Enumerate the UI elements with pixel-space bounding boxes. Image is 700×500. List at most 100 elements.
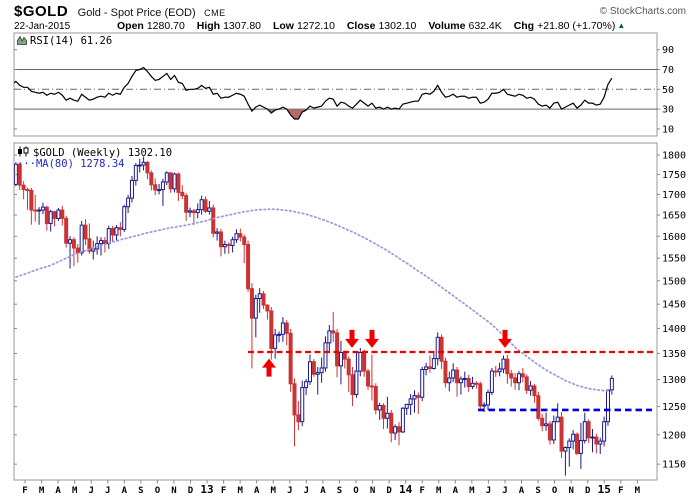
annotation-arrows bbox=[262, 329, 512, 377]
arrow-down-icon bbox=[365, 329, 379, 348]
chg-value: +21.80 (+1.70%) bbox=[537, 20, 616, 32]
svg-text:1650: 1650 bbox=[662, 211, 686, 222]
arrow-down-icon bbox=[498, 329, 512, 348]
svg-text:S: S bbox=[535, 486, 540, 496]
svg-text:O: O bbox=[353, 486, 359, 496]
rsi-panel bbox=[13, 32, 658, 137]
svg-text:1450: 1450 bbox=[662, 300, 686, 311]
svg-text:F: F bbox=[618, 486, 623, 496]
close-value: 1302.10 bbox=[378, 20, 417, 32]
rsi-legend: RSI(14) 61.26 bbox=[17, 35, 112, 48]
chg-label: Chg bbox=[513, 20, 535, 32]
price-y-axis: 1800 1750 1700 1650 1600 1550 1500 1450 1400 1350… bbox=[14, 151, 686, 471]
svg-text:N: N bbox=[370, 486, 375, 496]
candles-layer bbox=[14, 156, 614, 476]
svg-text:A: A bbox=[453, 486, 459, 496]
svg-text:F: F bbox=[221, 486, 226, 496]
arrow-up-icon bbox=[262, 358, 276, 377]
svg-text:D: D bbox=[188, 486, 194, 496]
svg-text:1350: 1350 bbox=[662, 349, 686, 360]
svg-text:50: 50 bbox=[662, 85, 674, 96]
volume-label: Volume bbox=[428, 20, 466, 32]
svg-text:1550: 1550 bbox=[662, 254, 686, 265]
high-value: 1307.80 bbox=[223, 20, 262, 32]
quote-date: 22-Jan-2015 bbox=[14, 21, 71, 32]
instrument-title: Gold - Spot Price (EOD) bbox=[77, 7, 196, 19]
svg-text:A: A bbox=[254, 486, 260, 496]
svg-text:A: A bbox=[122, 486, 128, 496]
svg-text:M: M bbox=[39, 486, 45, 496]
svg-text:O: O bbox=[155, 486, 161, 496]
svg-text:1600: 1600 bbox=[662, 232, 686, 243]
svg-text:D: D bbox=[386, 486, 392, 496]
rsi-area-icon bbox=[17, 35, 27, 48]
svg-text:F: F bbox=[22, 486, 27, 496]
svg-text:M: M bbox=[436, 486, 442, 496]
rsi-legend-label: RSI(14) 61.26 bbox=[30, 35, 113, 47]
svg-text:10: 10 bbox=[662, 124, 674, 135]
svg-text:30: 30 bbox=[662, 105, 674, 116]
price-legend: $GOLD (Weekly) 1302.10 bbox=[17, 146, 172, 160]
low-label: Low bbox=[272, 20, 294, 32]
low-value: 1272.10 bbox=[296, 20, 335, 32]
open-value: 1280.70 bbox=[146, 20, 185, 32]
svg-text:1150: 1150 bbox=[662, 460, 686, 471]
volume-value: 632.4K bbox=[468, 20, 502, 32]
ma-dotted-swatch: ··· bbox=[17, 158, 36, 170]
svg-text:N: N bbox=[171, 486, 176, 496]
chg-up-arrow-icon: ▲ bbox=[617, 21, 626, 30]
svg-text:S: S bbox=[138, 486, 143, 496]
svg-text:J: J bbox=[88, 486, 93, 496]
svg-text:M: M bbox=[469, 486, 475, 496]
ma-legend: ···MA(80) 1278.34 bbox=[17, 158, 124, 170]
ma80-line bbox=[14, 208, 613, 393]
exchange-label: CME bbox=[204, 8, 226, 18]
svg-text:J: J bbox=[502, 486, 507, 496]
svg-text:A: A bbox=[55, 486, 61, 496]
price-panel bbox=[13, 142, 658, 481]
svg-text:N: N bbox=[568, 486, 573, 496]
svg-text:1400: 1400 bbox=[662, 324, 686, 335]
stockcharts-credit: © StockCharts.com bbox=[599, 6, 686, 17]
svg-text:M: M bbox=[237, 486, 243, 496]
rsi-oversold-fill bbox=[14, 109, 612, 119]
svg-text:J: J bbox=[486, 486, 491, 496]
price-legend-label: $GOLD (Weekly) 1302.10 bbox=[33, 147, 173, 159]
svg-text:J: J bbox=[304, 486, 309, 496]
symbol-label: $GOLD bbox=[14, 3, 69, 20]
svg-text:M: M bbox=[72, 486, 78, 496]
rsi-line bbox=[14, 66, 613, 120]
high-label: High bbox=[196, 20, 221, 32]
chart-header: $GOLD Gold - Spot Price (EOD) CME bbox=[14, 3, 226, 21]
svg-text:F: F bbox=[419, 486, 424, 496]
svg-text:1250: 1250 bbox=[662, 402, 686, 413]
arrow-down-icon bbox=[345, 329, 359, 348]
ma-legend-label: MA(80) 1278.34 bbox=[35, 158, 125, 170]
svg-text:D: D bbox=[585, 486, 591, 496]
svg-text:J: J bbox=[287, 486, 292, 496]
svg-text:J: J bbox=[105, 486, 110, 496]
svg-text:1300: 1300 bbox=[662, 375, 686, 386]
svg-text:1500: 1500 bbox=[662, 276, 686, 287]
svg-text:15: 15 bbox=[598, 483, 611, 496]
svg-text:1750: 1750 bbox=[662, 170, 686, 181]
open-label: Open bbox=[117, 20, 144, 32]
svg-text:1800: 1800 bbox=[662, 151, 686, 162]
svg-text:1700: 1700 bbox=[662, 190, 686, 201]
svg-text:A: A bbox=[320, 486, 326, 496]
svg-text:1200: 1200 bbox=[662, 430, 686, 441]
close-label: Close bbox=[346, 20, 376, 32]
candlestick-icon bbox=[17, 146, 30, 160]
svg-text:M: M bbox=[635, 486, 641, 496]
x-axis: F M A M J J A S O N D 13 F M A M J J A S O N D 14 F M A M J J A S O N D 15 F… bbox=[22, 480, 641, 496]
svg-text:70: 70 bbox=[662, 65, 674, 76]
svg-text:M: M bbox=[271, 486, 277, 496]
quote-summary-bar: Open 1280.70 High 1307.80 Low 1272.10 Close… bbox=[117, 20, 625, 32]
svg-text:O: O bbox=[552, 486, 558, 496]
rsi-y-axis: 90 70 50 30 10 bbox=[14, 45, 674, 135]
svg-text:A: A bbox=[519, 486, 525, 496]
svg-text:90: 90 bbox=[662, 45, 674, 56]
svg-text:13: 13 bbox=[200, 483, 213, 496]
